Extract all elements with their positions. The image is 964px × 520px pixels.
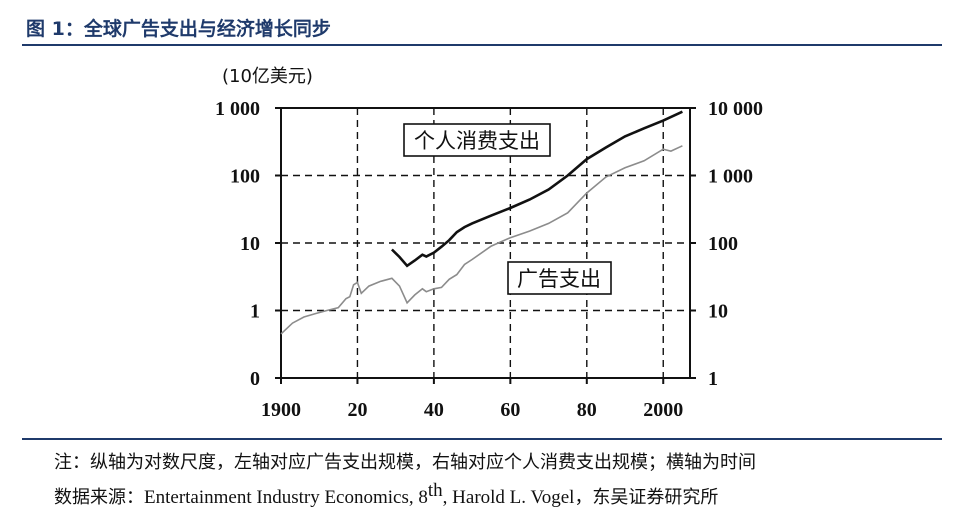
label-consumption-box: [403, 123, 551, 157]
x-tick-label-0: 1900: [261, 399, 301, 421]
right-tick-label-0: 10 000: [708, 98, 763, 120]
unit-label: (10亿美元): [222, 66, 313, 87]
source-author: , Harold L. Vogel: [442, 487, 575, 508]
x-tick-label-2: 40: [424, 399, 444, 421]
x-axis-ticks: 1900 20 40 60 80 2000: [261, 378, 683, 421]
title-rule: [22, 44, 942, 46]
right-axis-ticks: 10 000 1 000 100 10 1: [690, 98, 763, 390]
label-consumption-text: 个人消费支出: [414, 129, 540, 153]
right-tick-label-2: 100: [708, 233, 738, 255]
source-institution: ，东吴证券研究所: [574, 487, 719, 508]
source-edition-sup: th: [427, 480, 443, 501]
left-tick-label-0: 1 000: [215, 98, 260, 120]
left-tick-label-1: 100: [230, 166, 260, 188]
label-advertising: 广告支出: [507, 261, 612, 295]
series-line-advertising: [280, 145, 683, 335]
label-advertising-box: [507, 261, 612, 295]
x-tick-label-3: 60: [500, 399, 520, 421]
chart-grid: [281, 108, 690, 378]
left-tick-label-4: 0: [250, 368, 260, 390]
footer-rule: [22, 438, 942, 440]
figure-title: 图 1：全球广告支出与经济增长同步: [26, 18, 331, 40]
source-label: 数据来源：: [54, 487, 144, 508]
x-tick-label-5: 2000: [643, 399, 683, 421]
source-book: Entertainment Industry Economics, 8: [144, 487, 428, 508]
right-tick-label-1: 1 000: [708, 166, 753, 188]
left-tick-label-2: 10: [240, 233, 260, 255]
x-tick-label-4: 80: [577, 399, 597, 421]
left-tick-label-3: 1: [250, 301, 260, 323]
right-tick-label-4: 1: [708, 368, 718, 390]
axis-note: 注：纵轴为对数尺度，左轴对应广告支出规模，右轴对应个人消费支出规模；横轴为时间: [54, 452, 756, 473]
label-consumption: 个人消费支出: [403, 123, 551, 157]
right-tick-label-3: 10: [708, 301, 728, 323]
label-advertising-text: 广告支出: [517, 267, 601, 291]
source-note: 数据来源：Entertainment Industry Economics, 8…: [54, 480, 718, 509]
x-tick-label-1: 20: [347, 399, 367, 421]
series-line-consumption: [390, 110, 683, 268]
